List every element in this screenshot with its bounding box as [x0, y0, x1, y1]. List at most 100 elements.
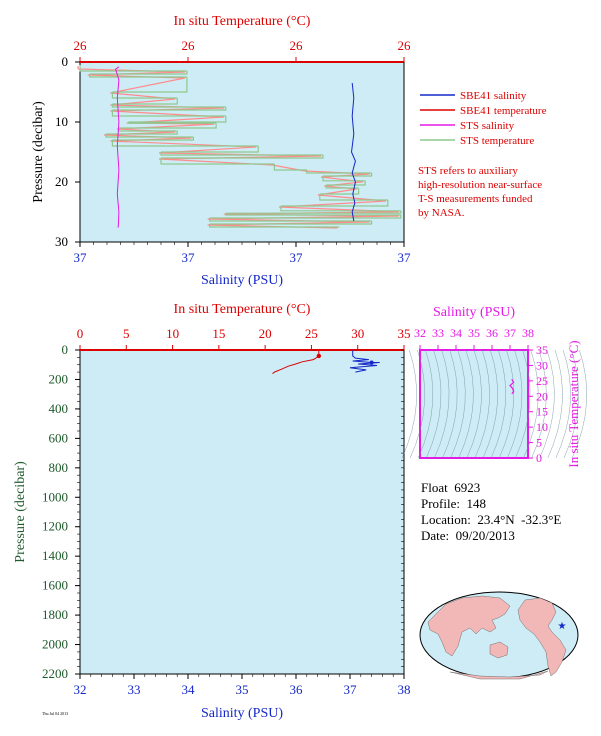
tick-label: 25 [536, 374, 548, 388]
full-profile-ticks: 0 5 10 15 20 25 30 35 32 33 34 35 36 37 38 0 200 400 600 80… [42, 326, 411, 697]
tick-label: 20 [259, 326, 272, 341]
map-land-americas [517, 597, 567, 677]
density-contour [409, 349, 425, 459]
tick-label: 0 [62, 342, 69, 357]
density-contour [523, 349, 539, 459]
tick-label: 35 [468, 326, 480, 340]
plot-area [419, 349, 529, 459]
tick-label: 600 [49, 430, 69, 445]
tick-label: 0 [536, 451, 542, 465]
tick-label: 32 [74, 682, 87, 697]
tick-label: 26 [74, 38, 88, 53]
tick-label: 30 [536, 358, 548, 372]
profile-date: Date: 09/20/2013 [421, 528, 515, 543]
tick-label: 33 [432, 326, 444, 340]
x-axis-title: Salinity (PSU) [201, 273, 283, 288]
density-contour [426, 349, 442, 459]
legend-label: STS temperature [460, 135, 534, 147]
tick-label: 35 [236, 682, 249, 697]
footer-id: Thu Jul 04 2013 [42, 711, 69, 716]
sbe41-salinity-line [349, 350, 380, 373]
y-axis-title: Pressure (decibar) [13, 461, 28, 563]
tick-label: 10 [55, 114, 68, 129]
float-location-marker: ★ [558, 621, 567, 632]
tick-label: 400 [49, 401, 69, 416]
density-contour [547, 349, 563, 459]
float-location: Location: 23.4°N -32.3°E [421, 512, 562, 527]
tick-label: 5 [123, 326, 130, 341]
sts-temperature-line [79, 65, 402, 228]
density-contour [490, 349, 506, 459]
tick-label: 36 [486, 326, 498, 340]
tick-label: 1800 [42, 607, 68, 622]
tick-label: 37 [290, 250, 304, 265]
tick-label: 33 [128, 682, 141, 697]
right-axis-title: In situ Temperature (°C) [566, 340, 581, 467]
density-contour [499, 349, 515, 459]
density-contour [474, 349, 490, 459]
tick-label: 26 [398, 38, 412, 53]
legend-label: STS salinity [460, 120, 515, 132]
tick-label: 36 [290, 682, 304, 697]
density-contour [531, 349, 547, 459]
tick-label: 20 [55, 174, 68, 189]
density-contour [539, 349, 555, 459]
density-contour [450, 349, 466, 459]
density-contour [571, 349, 587, 459]
top-axis-title: In situ Temperature (°C) [174, 302, 311, 317]
full-profile-marks [272, 350, 380, 374]
y-axis-title: Pressure (decibar) [31, 101, 46, 203]
legend-label: SBE41 salinity [460, 90, 527, 102]
legend: SBE41 salinity SBE41 temperature STS salin… [418, 90, 547, 219]
tick-label: 38 [398, 682, 411, 697]
tick-label: 26 [182, 38, 196, 53]
density-contour [482, 349, 498, 459]
near-surface-marks [77, 65, 402, 229]
ts-diagram-chart: Salinity (PSU) In situ Temperature (°C) … [401, 305, 587, 468]
tick-label: 10 [166, 326, 179, 341]
tick-label: 1200 [42, 519, 68, 534]
density-contour [563, 349, 579, 459]
tick-label: 5 [536, 436, 542, 450]
tick-label: 37 [398, 250, 412, 265]
tick-label: 0 [77, 326, 84, 341]
near-surface-chart: In situ Temperature (°C) Salinity (PSU) … [31, 14, 411, 288]
sbe41-salinity-line [350, 82, 356, 222]
world-map: ★ [419, 591, 579, 680]
map-land-antarctica [449, 670, 549, 680]
tick-label: 20 [536, 389, 548, 403]
profile-number: Profile: 148 [421, 496, 486, 511]
top-axis-title: In situ Temperature (°C) [174, 14, 311, 29]
tick-label: 200 [49, 371, 69, 386]
tick-label: 15 [212, 326, 225, 341]
tick-label: 10 [536, 420, 548, 434]
near-surface-ticks: 26 26 26 26 37 37 37 37 0 10 20 30 [55, 38, 411, 265]
ts-curve [509, 378, 515, 395]
legend-note-line: high-resolution near-surface [418, 179, 542, 191]
x-axis-title: Salinity (PSU) [201, 706, 283, 721]
full-profile-chart: In situ Temperature (°C) Salinity (PSU) … [13, 302, 411, 721]
tick-label: 26 [290, 38, 304, 53]
tick-label: 1000 [42, 489, 68, 504]
tick-label: 37 [182, 250, 196, 265]
tick-label: 35 [398, 326, 411, 341]
density-contour [507, 349, 523, 459]
temperature-point-marker [316, 353, 322, 359]
legend-label: SBE41 temperature [460, 105, 547, 117]
density-contours [401, 349, 587, 459]
ts-marks [509, 378, 515, 395]
tick-label: 25 [305, 326, 318, 341]
legend-note-line: T-S measurements funded [418, 193, 533, 205]
tick-label: 35 [536, 343, 548, 357]
tick-label: 37 [344, 682, 358, 697]
tick-label: 34 [450, 326, 462, 340]
tick-label: 30 [55, 234, 68, 249]
density-contour [458, 349, 474, 459]
tick-label: 2200 [42, 666, 68, 681]
tick-label: 15 [536, 405, 548, 419]
tick-label: 1600 [42, 578, 68, 593]
density-contour [515, 349, 531, 459]
density-contour [434, 349, 450, 459]
